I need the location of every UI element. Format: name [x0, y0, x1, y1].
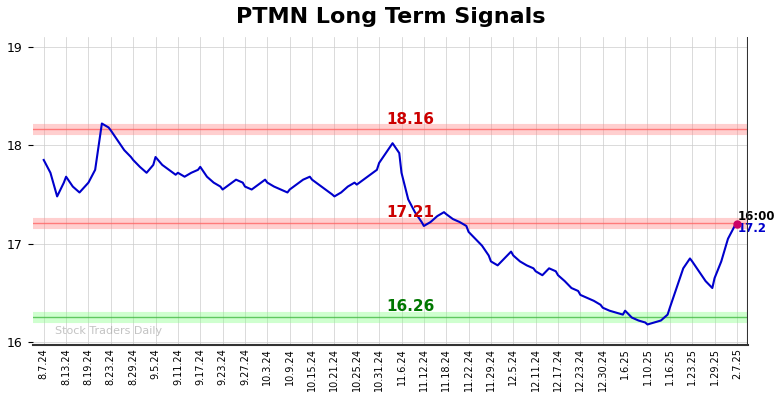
Text: 17.21: 17.21: [386, 205, 434, 220]
Text: Stock Traders Daily: Stock Traders Daily: [55, 326, 162, 336]
Text: 17.2: 17.2: [738, 222, 767, 236]
Text: 16:00: 16:00: [738, 210, 775, 222]
Title: PTMN Long Term Signals: PTMN Long Term Signals: [235, 7, 545, 27]
Text: 16.26: 16.26: [386, 298, 434, 314]
Text: 18.16: 18.16: [386, 111, 434, 127]
